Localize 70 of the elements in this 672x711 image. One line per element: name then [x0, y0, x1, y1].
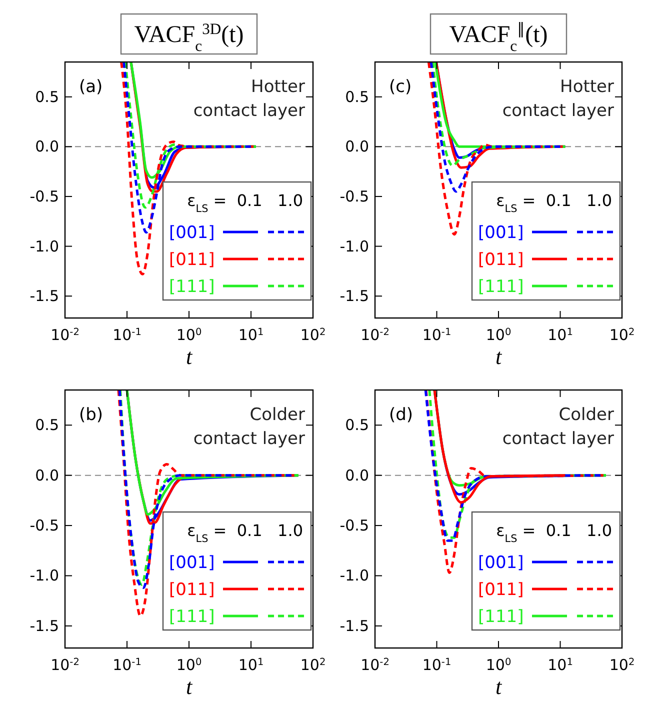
- chart-title: VACF$_{c}$$^{3D}$(t): [134, 20, 244, 54]
- y-tick-label: -1.0: [340, 237, 369, 256]
- legend-label: [011]: [478, 250, 524, 270]
- x-tick-label: 10$^{-2}$: [360, 326, 390, 344]
- x-tick-label: 10$^{1}$: [238, 656, 264, 674]
- legend-title: ε$_{LS}$ = 0.1 1.0: [496, 191, 612, 215]
- annotation: (a): [79, 77, 103, 97]
- x-tick-label: 10$^{0}$: [486, 656, 512, 674]
- x-tick-label: 10$^{2}$: [300, 656, 326, 674]
- y-tick-label: 0.0: [345, 466, 369, 484]
- y-tick-label: -1.5: [340, 616, 369, 635]
- x-tick-label: 10$^{-1}$: [422, 656, 452, 674]
- y-tick-label: 0.0: [345, 138, 369, 156]
- chart-title: VACF$_{c}$$^{∥}$(t): [449, 20, 548, 54]
- legend-label: [111]: [169, 277, 215, 297]
- x-tick-label: 10$^{0}$: [176, 326, 202, 344]
- x-tick-label: 10$^{-2}$: [360, 656, 390, 674]
- x-axis-title: t: [495, 674, 502, 699]
- x-tick-label: 10$^{0}$: [486, 326, 512, 344]
- x-axis-title: t: [186, 344, 193, 369]
- annotation: (d): [389, 405, 414, 425]
- legend-label: [001]: [478, 223, 524, 243]
- x-tick-label: 10$^{2}$: [609, 326, 635, 344]
- y-tick-label: -1.5: [340, 287, 369, 306]
- legend-label: [001]: [169, 553, 215, 573]
- y-tick-label: -1.0: [30, 237, 59, 256]
- x-axis-title: t: [186, 674, 193, 699]
- annotation: Colder contact layer: [502, 405, 614, 449]
- x-tick-label: 10$^{2}$: [609, 656, 635, 674]
- x-tick-label: 10$^{-2}$: [50, 326, 80, 344]
- annotation: Colder contact layer: [193, 405, 306, 449]
- annotation: (b): [79, 405, 104, 425]
- x-axis-title: t: [495, 344, 502, 369]
- legend-label: [011]: [478, 580, 524, 600]
- y-tick-label: 0.5: [345, 416, 369, 434]
- x-tick-label: 10$^{1}$: [548, 656, 573, 674]
- y-tick-label: -1.5: [30, 616, 59, 635]
- x-tick-label: 10$^{1}$: [238, 326, 264, 344]
- x-tick-label: 10$^{2}$: [300, 326, 326, 344]
- x-tick-label: 10$^{0}$: [176, 656, 202, 674]
- x-tick-label: 10$^{-2}$: [50, 656, 80, 674]
- annotation: (c): [389, 77, 412, 97]
- x-tick-label: 10$^{-1}$: [112, 656, 142, 674]
- legend-label: [001]: [169, 223, 215, 243]
- legend-title: ε$_{LS}$ = 0.1 1.0: [496, 521, 612, 545]
- legend-title: ε$_{LS}$ = 0.1 1.0: [187, 521, 303, 545]
- y-tick-label: -0.5: [30, 187, 59, 206]
- y-tick-label: 0.5: [35, 416, 59, 434]
- legend-label: [111]: [478, 607, 524, 627]
- y-tick-label: -0.5: [340, 516, 369, 535]
- legend-label: [011]: [169, 250, 215, 270]
- annotation: Hotter contact layer: [193, 77, 306, 121]
- legend-label: [111]: [169, 607, 215, 627]
- y-tick-label: -1.0: [30, 566, 59, 585]
- legend-label: [111]: [478, 277, 524, 297]
- y-tick-label: 0.0: [35, 138, 59, 156]
- x-tick-label: 10$^{-1}$: [112, 326, 142, 344]
- y-tick-label: 0.5: [345, 88, 369, 106]
- x-tick-label: 10$^{1}$: [548, 326, 573, 344]
- legend-label: [001]: [478, 553, 524, 573]
- legend-label: [011]: [169, 580, 215, 600]
- y-tick-label: 0.0: [35, 466, 59, 484]
- x-tick-label: 10$^{-1}$: [422, 326, 452, 344]
- y-tick-label: -1.0: [340, 566, 369, 585]
- y-tick-label: -0.5: [30, 516, 59, 535]
- y-tick-label: -1.5: [30, 287, 59, 306]
- annotation: Hotter contact layer: [502, 77, 614, 121]
- y-tick-label: -0.5: [340, 187, 369, 206]
- y-tick-label: 0.5: [35, 88, 59, 106]
- legend-title: ε$_{LS}$ = 0.1 1.0: [187, 191, 303, 215]
